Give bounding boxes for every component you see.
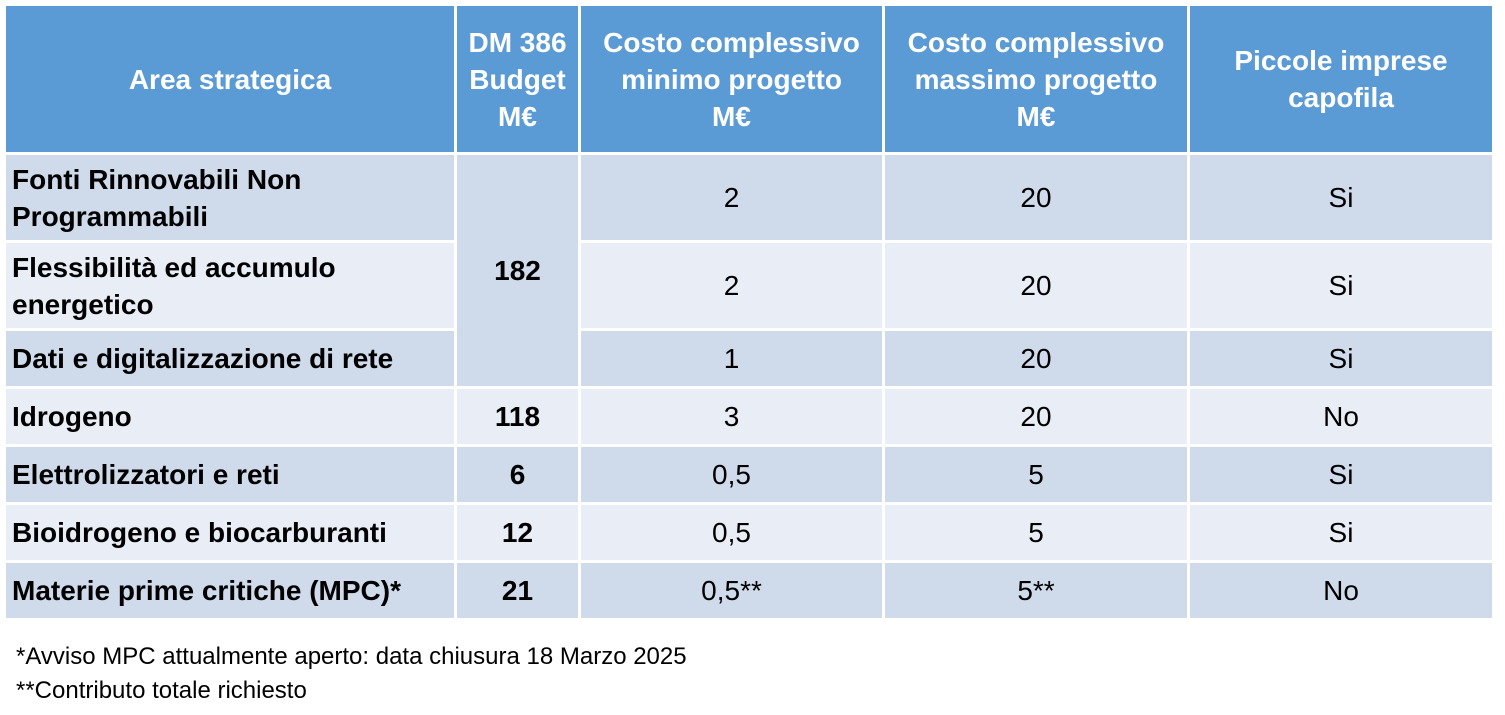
max-cost-cell: 20 <box>885 243 1187 328</box>
header-min-cost-line2: minimo progetto <box>621 63 842 95</box>
header-min-cost: Costo complessivo minimo progetto M€ <box>581 6 882 152</box>
area-cell: Idrogeno <box>6 389 454 444</box>
table-row: Idrogeno 118 3 20 No <box>6 389 1492 444</box>
budget-cell: 182 <box>457 155 578 386</box>
area-cell: Dati e digitalizzazione di rete <box>6 331 454 386</box>
budget-cell: 6 <box>457 447 578 502</box>
header-max-cost-line2: massimo progetto <box>914 63 1158 95</box>
small-business-cell: No <box>1190 563 1492 618</box>
small-business-cell: Si <box>1190 243 1492 328</box>
header-min-cost-line3: M€ <box>712 100 751 132</box>
header-budget-line2: Budget <box>469 63 566 95</box>
max-cost-cell: 20 <box>885 389 1187 444</box>
area-cell: Materie prime critiche (MPC)* <box>6 563 454 618</box>
header-budget: DM 386 Budget M€ <box>457 6 578 152</box>
area-line: Materie prime critiche (MPC)* <box>12 575 401 606</box>
min-cost-cell: 3 <box>581 389 882 444</box>
footnotes: *Avviso MPC attualmente aperto: data chi… <box>16 640 687 708</box>
header-min-cost-line1: Costo complessivo <box>603 26 860 58</box>
header-max-cost-line3: M€ <box>1016 100 1056 132</box>
table-row: Fonti Rinnovabili Non Programmabili 182 … <box>6 155 1492 386</box>
cost-table-container: Area strategica DM 386 Budget M€ Costo c… <box>3 3 1495 621</box>
budget-value: 182 <box>494 255 541 286</box>
table-row: Elettrolizzatori e reti 6 0,5 5 Si <box>6 447 1492 502</box>
header-small-business-line2: capofila <box>1288 82 1394 113</box>
min-cost-cell: 0,5 <box>581 505 882 560</box>
area-cell: Bioidrogeno e biocarburanti <box>6 505 454 560</box>
header-area-label: Area strategica <box>128 63 332 95</box>
footnote-mpc: *Avviso MPC attualmente aperto: data chi… <box>16 643 687 670</box>
header-row: Area strategica DM 386 Budget M€ Costo c… <box>6 6 1492 152</box>
small-business-cell: Si <box>1190 447 1492 502</box>
budget-cell: 118 <box>457 389 578 444</box>
max-cost-cell: 5** <box>885 563 1187 618</box>
header-area: Area strategica <box>6 6 454 152</box>
area-line: energetico <box>12 288 154 320</box>
table-row: Materie prime critiche (MPC)* 21 0,5** 5… <box>6 563 1492 618</box>
max-cost-cell: 5 <box>885 505 1187 560</box>
header-budget-line1: DM 386 <box>468 26 567 58</box>
max-cost-cell: 20 <box>885 155 1187 240</box>
area-line: Dati e digitalizzazione di rete <box>12 343 394 374</box>
header-small-business-line1: Piccole imprese <box>1234 45 1448 76</box>
table-row: Flessibilità ed accumulo energetico 2 20… <box>6 243 1492 328</box>
small-business-cell: Si <box>1190 155 1492 240</box>
header-max-cost-line1: Costo complessivo <box>907 26 1165 58</box>
area-cell: Fonti Rinnovabili Non Programmabili <box>6 155 454 240</box>
header-max-cost: Costo complessivo massimo progetto M€ <box>885 6 1187 152</box>
area-line: Flessibilità ed accumulo <box>12 251 336 283</box>
max-cost-cell: 20 <box>885 331 1187 386</box>
strategic-area-table: Area strategica DM 386 Budget M€ Costo c… <box>3 3 1495 621</box>
min-cost-cell: 0,5 <box>581 447 882 502</box>
area-cell: Flessibilità ed accumulo energetico <box>6 243 454 328</box>
small-business-cell: Si <box>1190 331 1492 386</box>
budget-cell: 12 <box>457 505 578 560</box>
small-business-cell: No <box>1190 389 1492 444</box>
max-cost-cell: 5 <box>885 447 1187 502</box>
min-cost-cell: 2 <box>581 243 882 328</box>
table-row: Dati e digitalizzazione di rete 1 20 Si <box>6 331 1492 386</box>
small-business-cell: Si <box>1190 505 1492 560</box>
min-cost-cell: 1 <box>581 331 882 386</box>
header-budget-line3: M€ <box>498 100 537 132</box>
min-cost-cell: 2 <box>581 155 882 240</box>
footnote-contribution: **Contributo totale richiesto <box>16 677 307 704</box>
min-cost-cell: 0,5** <box>581 563 882 618</box>
table-row: Bioidrogeno e biocarburanti 12 0,5 5 Si <box>6 505 1492 560</box>
budget-cell: 21 <box>457 563 578 618</box>
area-line: Fonti Rinnovabili Non <box>12 163 302 195</box>
area-cell: Elettrolizzatori e reti <box>6 447 454 502</box>
area-line: Bioidrogeno e biocarburanti <box>12 517 387 548</box>
area-line: Elettrolizzatori e reti <box>12 459 280 490</box>
area-line: Idrogeno <box>12 401 132 432</box>
area-line: Programmabili <box>12 200 209 232</box>
header-small-business: Piccole imprese capofila <box>1190 6 1492 152</box>
